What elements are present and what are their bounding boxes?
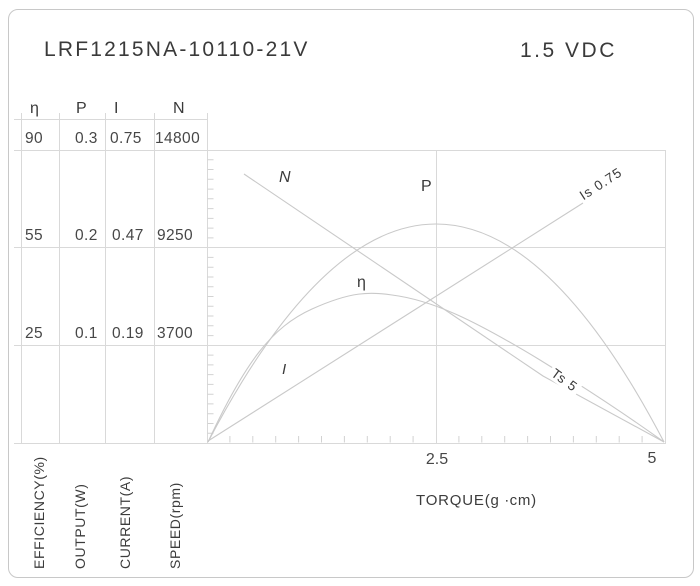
table-cell: 0.47 <box>112 227 144 244</box>
x-tick-5: 5 <box>647 450 657 467</box>
table-cell: 0.1 <box>75 325 98 342</box>
table-cell: 0.3 <box>75 130 98 147</box>
table-cell: 3700 <box>157 325 194 342</box>
table-cell: 14800 <box>155 130 201 147</box>
current-curve-label: I <box>282 361 287 378</box>
y-axis-title-efficiency: EFFICIENCY(%) <box>31 456 47 569</box>
column-header-current: I <box>114 100 119 117</box>
y-axis-minor-ticks <box>207 159 214 434</box>
table-cell: 90 <box>25 130 44 147</box>
table-cell: 25 <box>25 325 44 342</box>
current-curve <box>207 202 584 442</box>
y-axis-title-speed: SPEED(rpm) <box>167 482 183 569</box>
voltage-label: 1.5 VDC <box>520 39 617 62</box>
column-header-efficiency: η <box>30 100 39 117</box>
table-cell: 9250 <box>157 227 194 244</box>
power-curve <box>207 223 665 443</box>
column-header-power: P <box>76 100 87 117</box>
y-axis-title-current: CURRENT(A) <box>117 475 133 569</box>
table-cell: 0.2 <box>75 227 98 244</box>
power-curve-label: P <box>421 178 432 195</box>
x-axis-minor-ticks <box>229 436 643 443</box>
speed-curve-label: N <box>279 169 291 186</box>
grid-lines <box>14 113 666 444</box>
x-tick-2-5: 2.5 <box>425 451 449 468</box>
efficiency-curve-label: η <box>357 274 366 291</box>
efficiency-curve <box>207 292 665 443</box>
column-header-speed: N <box>173 100 185 117</box>
x-axis-title: TORQUE(g ∙cm) <box>416 492 537 509</box>
table-cell: 55 <box>25 227 44 244</box>
speed-curve <box>243 173 665 443</box>
table-cell: 0.75 <box>110 130 142 147</box>
page-border <box>8 9 694 578</box>
y-axis-title-output: OUTPUT(W) <box>72 483 88 570</box>
model-title: LRF1215NA-10110-21V <box>44 38 310 61</box>
table-cell: 0.19 <box>112 325 144 342</box>
